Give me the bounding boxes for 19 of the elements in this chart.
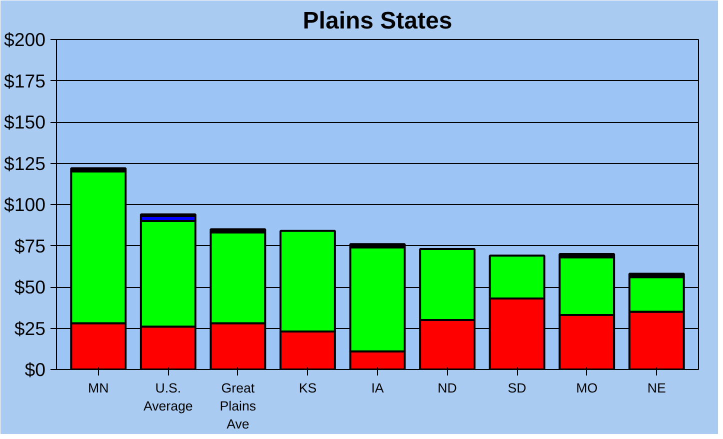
x-tick-label: IA [371, 380, 384, 396]
x-tick-label: MN [88, 380, 109, 396]
y-tick-label: $175 [4, 70, 46, 92]
x-tick-label: U.S. Average [143, 380, 193, 414]
y-tick-label: $200 [4, 29, 46, 50]
y-tick-label: $0 [24, 359, 46, 380]
y-tick-label: $100 [4, 194, 46, 215]
x-tick-label: MO [576, 380, 598, 396]
y-tick-label: $75 [14, 235, 46, 256]
y-tick-label: $125 [4, 152, 46, 174]
x-tick-label: ND [438, 380, 457, 396]
x-tick-label: KS [298, 380, 317, 396]
y-tick-label: $50 [14, 276, 46, 298]
chart-title: Plains States [302, 8, 452, 34]
x-tick-label: SD [508, 380, 526, 396]
y-tick-label: $25 [14, 318, 46, 339]
y-tick-label: $150 [4, 112, 46, 132]
x-tick-label: Great Plains Ave [220, 380, 256, 432]
x-tick-label: NE [647, 380, 666, 396]
